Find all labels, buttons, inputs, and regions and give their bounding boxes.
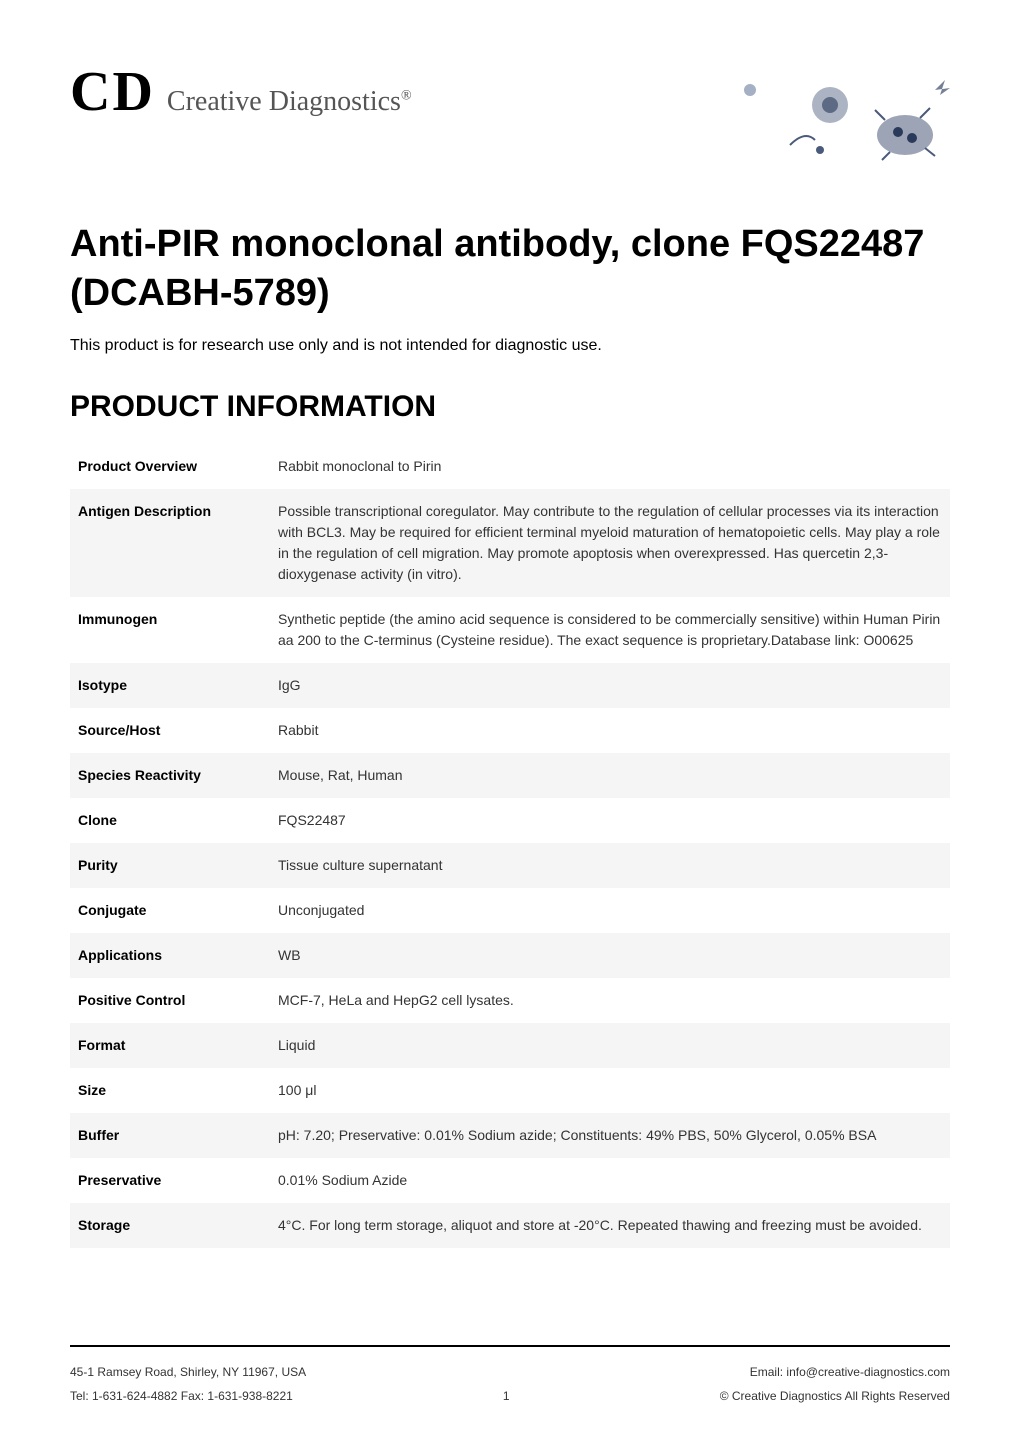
logo-brand-text: Creative Diagnostics® [167,86,412,118]
row-value: Rabbit [270,708,950,753]
row-value: pH: 7.20; Preservative: 0.01% Sodium azi… [270,1113,950,1158]
footer: 45-1 Ramsey Road, Shirley, NY 11967, USA… [70,1345,950,1413]
table-row: Positive Control MCF-7, HeLa and HepG2 c… [70,978,950,1023]
logo-brand-name: Creative Diagnostics [167,86,401,117]
row-label: Applications [70,933,270,978]
footer-email: Email: info@creative-diagnostics.com [750,1365,950,1379]
footer-address: 45-1 Ramsey Road, Shirley, NY 11967, USA [70,1365,306,1379]
logo-area: CD Creative Diagnostics® [70,60,412,124]
section-heading: PRODUCT INFORMATION [70,390,950,424]
row-value: Rabbit monoclonal to Pirin [270,444,950,489]
header: CD Creative Diagnostics® [70,60,950,170]
row-label: Product Overview [70,444,270,489]
registered-mark-icon: ® [401,89,412,104]
row-label: Preservative [70,1158,270,1203]
row-label: Clone [70,798,270,843]
footer-page-number: 1 [503,1389,510,1403]
row-value: Possible transcriptional coregulator. Ma… [270,489,950,597]
row-value: 0.01% Sodium Azide [270,1158,950,1203]
row-value: Tissue culture supernatant [270,843,950,888]
cell-illustration-icon [690,60,950,170]
row-value: Liquid [270,1023,950,1068]
row-label: Species Reactivity [70,753,270,798]
row-label: Source/Host [70,708,270,753]
table-row: Isotype IgG [70,663,950,708]
row-value: WB [270,933,950,978]
footer-row-2: Tel: 1-631-624-4882 Fax: 1-631-938-8221 … [70,1389,950,1403]
row-label: Format [70,1023,270,1068]
product-info-tbody: Product Overview Rabbit monoclonal to Pi… [70,444,950,1248]
page-container: CD Creative Diagnostics® Anti-PIR monocl… [0,0,1020,1443]
header-decorative-image [690,60,950,170]
row-label: Purity [70,843,270,888]
row-label: Immunogen [70,597,270,663]
table-row: Conjugate Unconjugated [70,888,950,933]
row-label: Storage [70,1203,270,1248]
product-title: Anti-PIR monoclonal antibody, clone FQS2… [70,220,950,319]
row-value: 4°C. For long term storage, aliquot and … [270,1203,950,1248]
table-row: Source/Host Rabbit [70,708,950,753]
product-info-table: Product Overview Rabbit monoclonal to Pi… [70,444,950,1248]
table-row: Species Reactivity Mouse, Rat, Human [70,753,950,798]
table-row: Antigen Description Possible transcripti… [70,489,950,597]
table-row: Storage 4°C. For long term storage, aliq… [70,1203,950,1248]
row-value: 100 μl [270,1068,950,1113]
table-row: Applications WB [70,933,950,978]
disclaimer-text: This product is for research use only an… [70,337,950,355]
footer-tel: Tel: 1-631-624-4882 Fax: 1-631-938-8221 [70,1389,293,1403]
table-row: Clone FQS22487 [70,798,950,843]
row-value: Synthetic peptide (the amino acid sequen… [270,597,950,663]
row-label: Size [70,1068,270,1113]
logo-initials: CD [70,60,155,124]
footer-divider [70,1345,950,1347]
row-label: Positive Control [70,978,270,1023]
footer-row-1: 45-1 Ramsey Road, Shirley, NY 11967, USA… [70,1365,950,1379]
row-value: FQS22487 [270,798,950,843]
row-value: Unconjugated [270,888,950,933]
row-value: MCF-7, HeLa and HepG2 cell lysates. [270,978,950,1023]
row-label: Conjugate [70,888,270,933]
table-row: Immunogen Synthetic peptide (the amino a… [70,597,950,663]
row-label: Antigen Description [70,489,270,597]
footer-copyright: © Creative Diagnostics All Rights Reserv… [720,1389,950,1403]
row-value: IgG [270,663,950,708]
table-row: Preservative 0.01% Sodium Azide [70,1158,950,1203]
row-label: Isotype [70,663,270,708]
row-label: Buffer [70,1113,270,1158]
table-row: Size 100 μl [70,1068,950,1113]
row-value: Mouse, Rat, Human [270,753,950,798]
table-row: Product Overview Rabbit monoclonal to Pi… [70,444,950,489]
table-row: Buffer pH: 7.20; Preservative: 0.01% Sod… [70,1113,950,1158]
table-row: Format Liquid [70,1023,950,1068]
table-row: Purity Tissue culture supernatant [70,843,950,888]
